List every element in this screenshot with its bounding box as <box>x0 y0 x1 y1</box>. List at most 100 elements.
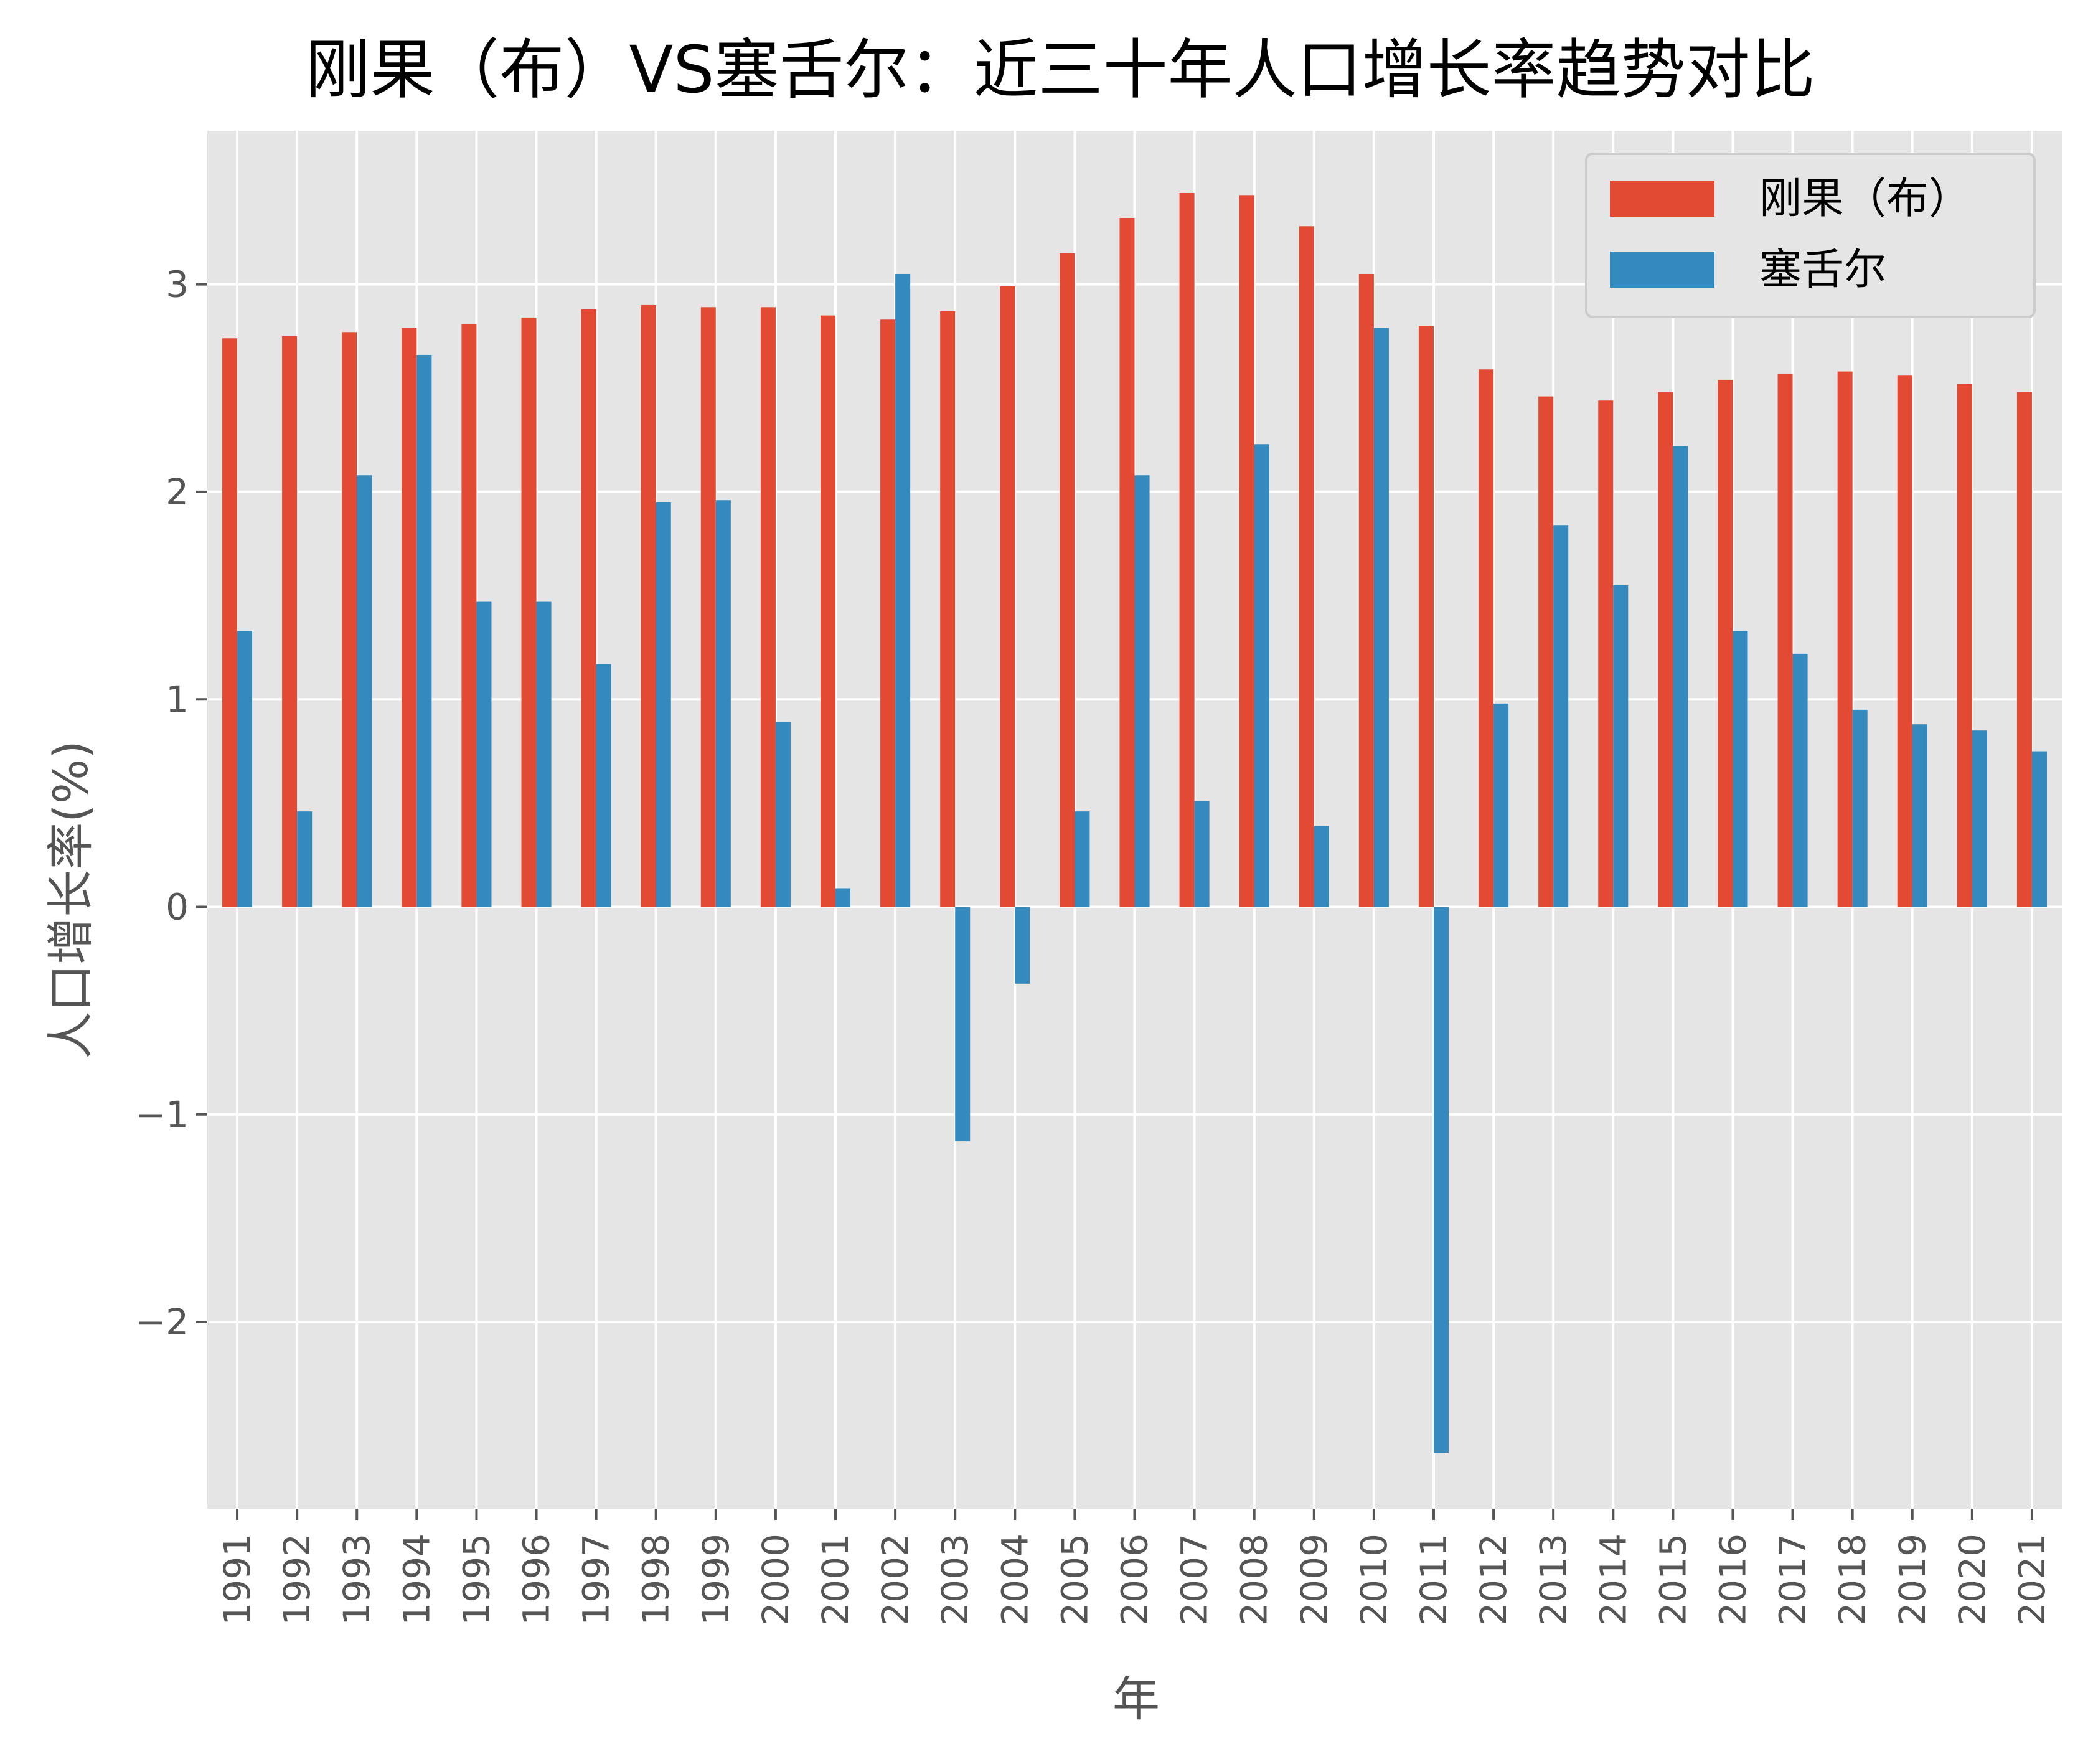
x-tick-label-2019: 2019 <box>1891 1534 1934 1626</box>
bar-congo-2001 <box>820 315 836 907</box>
bar-congo-2018 <box>1837 371 1853 907</box>
x-tick-label-2003: 2003 <box>934 1534 976 1626</box>
y-axis-ticks: −2 −1 0 1 2 3 <box>136 263 207 1343</box>
bar-seychelles-1995 <box>476 601 492 907</box>
bar-seychelles-2002 <box>895 273 911 907</box>
y-tick-label-4: 2 <box>166 471 189 513</box>
x-tick-label-1999: 1999 <box>695 1534 737 1626</box>
y-tick-label-5: 3 <box>166 263 189 306</box>
bar-seychelles-2000 <box>775 722 791 907</box>
bar-congo-2019 <box>1897 375 1912 907</box>
legend: 刚果（布） 塞舌尔 <box>1585 153 2036 318</box>
bar-congo-2015 <box>1658 392 1673 907</box>
x-tick-label-2009: 2009 <box>1293 1534 1335 1626</box>
y-tick-label-2: 0 <box>166 885 189 928</box>
y-axis-label: 人口增长率(%) <box>43 740 98 1059</box>
bar-seychelles-2018 <box>1852 709 1868 907</box>
x-tick-label-1998: 1998 <box>635 1534 677 1626</box>
x-tick-label-1996: 1996 <box>515 1534 558 1626</box>
bar-congo-1995 <box>461 323 477 907</box>
x-tick-label-2004: 2004 <box>994 1534 1036 1626</box>
x-tick-label-1994: 1994 <box>395 1534 438 1626</box>
bar-congo-2016 <box>1718 379 1733 907</box>
bar-congo-2009 <box>1299 226 1314 907</box>
bar-seychelles-1997 <box>596 664 611 907</box>
x-tick-label-2015: 2015 <box>1652 1534 1694 1626</box>
y-tick-label-0: −2 <box>136 1301 189 1343</box>
bar-seychelles-2020 <box>1972 730 1987 907</box>
bar-seychelles-2011 <box>1433 907 1449 1453</box>
bar-seychelles-1994 <box>416 354 432 907</box>
x-axis-ticks: 1991 1992 1993 1994 1995 1996 1997 1998 1999 2000… <box>216 1509 2053 1626</box>
x-tick-label-2014: 2014 <box>1592 1534 1634 1626</box>
bar-congo-2000 <box>760 307 776 907</box>
x-tick-label-1993: 1993 <box>336 1534 378 1626</box>
bar-congo-2021 <box>2016 392 2032 907</box>
bar-seychelles-2012 <box>1493 703 1509 907</box>
bar-congo-1997 <box>581 309 596 907</box>
x-tick-label-2017: 2017 <box>1772 1534 1814 1626</box>
x-tick-label-2005: 2005 <box>1053 1534 1096 1626</box>
bar-congo-1998 <box>641 304 656 907</box>
x-tick-label-2002: 2002 <box>874 1534 916 1626</box>
bar-congo-2006 <box>1119 217 1135 907</box>
bar-congo-2008 <box>1239 195 1254 907</box>
legend-swatch-seychelles <box>1610 252 1714 288</box>
bar-seychelles-2006 <box>1134 475 1150 907</box>
bar-seychelles-2021 <box>2031 751 2047 907</box>
y-tick-label-1: −1 <box>136 1093 189 1136</box>
bar-congo-2007 <box>1179 192 1195 907</box>
bar-congo-1999 <box>700 307 716 907</box>
bar-congo-2002 <box>880 319 896 907</box>
x-axis-label: 年 <box>1112 1671 1160 1727</box>
bar-seychelles-2017 <box>1792 653 1808 907</box>
bar-seychelles-2016 <box>1733 631 1748 907</box>
legend-label-seychelles: 塞舌尔 <box>1759 245 1886 295</box>
bar-seychelles-2005 <box>1075 811 1090 907</box>
bars <box>222 192 2047 1453</box>
bar-seychelles-2019 <box>1912 724 1927 907</box>
bar-congo-1994 <box>402 328 417 907</box>
bar-congo-2005 <box>1060 253 1075 907</box>
x-tick-label-2008: 2008 <box>1233 1534 1276 1626</box>
legend-swatch-congo <box>1610 181 1714 217</box>
bar-congo-2003 <box>940 311 956 907</box>
bar-seychelles-2007 <box>1194 801 1210 907</box>
bar-congo-2017 <box>1777 373 1793 907</box>
bar-seychelles-1993 <box>357 475 372 907</box>
x-tick-label-1995: 1995 <box>455 1534 497 1626</box>
x-tick-label-2011: 2011 <box>1413 1534 1455 1626</box>
x-tick-label-2013: 2013 <box>1532 1534 1574 1626</box>
bar-congo-2004 <box>1000 286 1015 907</box>
x-tick-label-2018: 2018 <box>1832 1534 1874 1626</box>
legend-label-congo: 刚果（布） <box>1759 174 1971 224</box>
x-tick-label-1997: 1997 <box>575 1534 618 1626</box>
bar-congo-1993 <box>342 332 357 907</box>
bar-seychelles-2003 <box>955 907 971 1142</box>
x-tick-label-2020: 2020 <box>1951 1534 1993 1626</box>
x-tick-label-1991: 1991 <box>216 1534 258 1626</box>
x-tick-label-2000: 2000 <box>755 1534 797 1626</box>
bar-congo-1996 <box>521 317 537 907</box>
bar-congo-1992 <box>282 336 298 907</box>
x-tick-label-2010: 2010 <box>1353 1534 1395 1626</box>
chart-title: 刚果（布）VS塞舌尔：近三十年人口增长率趋势对比 <box>305 32 1815 108</box>
bar-seychelles-2015 <box>1673 446 1688 907</box>
bar-seychelles-2001 <box>835 888 851 907</box>
bar-seychelles-1999 <box>715 500 731 907</box>
bar-seychelles-2013 <box>1553 525 1569 907</box>
bar-seychelles-1991 <box>237 631 253 907</box>
x-tick-label-1992: 1992 <box>276 1534 318 1626</box>
bar-congo-1991 <box>222 338 238 907</box>
x-tick-label-2006: 2006 <box>1114 1534 1156 1626</box>
bar-congo-2013 <box>1538 396 1554 907</box>
x-tick-label-2021: 2021 <box>2011 1534 2053 1626</box>
bar-congo-2011 <box>1418 326 1434 907</box>
bar-congo-2020 <box>1957 384 1972 907</box>
bar-seychelles-1998 <box>656 502 671 907</box>
bar-seychelles-2008 <box>1254 444 1269 907</box>
y-tick-label-3: 1 <box>166 678 189 720</box>
x-tick-label-2007: 2007 <box>1173 1534 1216 1626</box>
x-tick-label-2001: 2001 <box>814 1534 857 1626</box>
